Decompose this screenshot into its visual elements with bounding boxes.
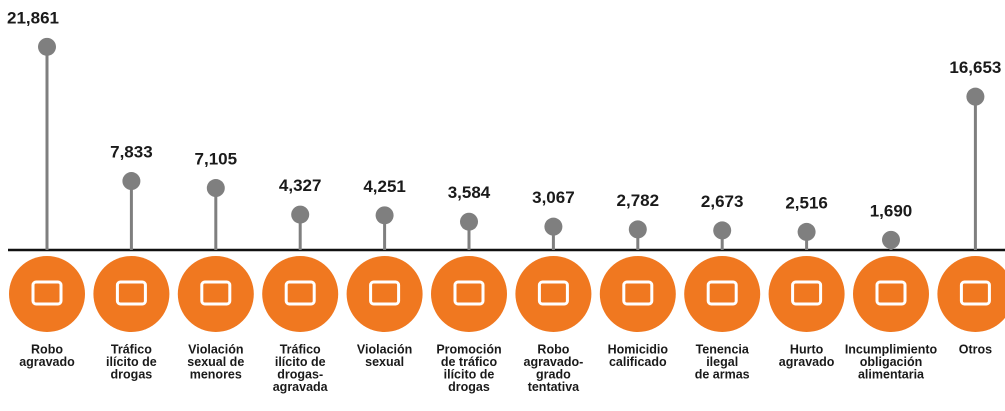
category-icon bbox=[93, 256, 170, 332]
category-label: ilegal bbox=[706, 355, 738, 369]
icon-glyph bbox=[284, 280, 316, 306]
icon-glyph bbox=[791, 280, 823, 306]
category-label: Homicidio bbox=[608, 342, 669, 356]
category-label: obligación bbox=[860, 355, 923, 369]
value-label: 4,327 bbox=[279, 176, 322, 195]
category-label: ilícito de bbox=[275, 355, 326, 369]
category-icon bbox=[684, 256, 761, 332]
category-label: ilícito de bbox=[444, 367, 495, 381]
category-label: Robo bbox=[31, 342, 63, 356]
category-icon bbox=[515, 256, 592, 332]
icon-glyph bbox=[31, 280, 63, 306]
category-label: drogas bbox=[111, 367, 153, 381]
category-label: de armas bbox=[695, 367, 750, 381]
dot bbox=[206, 179, 225, 198]
category-label: menores bbox=[190, 367, 242, 381]
icon-glyph bbox=[453, 280, 485, 306]
category-icon bbox=[9, 256, 85, 332]
category-icon bbox=[937, 256, 1005, 332]
value-label: 4,251 bbox=[363, 177, 406, 196]
value-label: 2,673 bbox=[701, 192, 744, 211]
category-label: sexual bbox=[365, 355, 404, 369]
category-label: Tráfico bbox=[111, 342, 152, 356]
category-icon bbox=[177, 256, 254, 332]
category-label: Tenencia bbox=[696, 342, 750, 356]
category-label: Hurto bbox=[790, 342, 824, 356]
value-label: 21,861 bbox=[7, 8, 59, 27]
dot bbox=[460, 212, 478, 231]
category-label: Incumplimiento bbox=[845, 342, 938, 356]
dot bbox=[966, 87, 985, 106]
dot bbox=[38, 37, 56, 56]
icon-glyph bbox=[959, 280, 991, 306]
category-icon bbox=[599, 256, 676, 332]
value-label: 2,782 bbox=[617, 191, 660, 210]
category-label: Promoción bbox=[436, 342, 501, 356]
dot bbox=[122, 172, 141, 191]
value-label: 2,516 bbox=[785, 193, 828, 212]
dot bbox=[544, 217, 563, 236]
icon-glyph bbox=[200, 280, 232, 306]
category-label: ilícito de bbox=[106, 355, 157, 369]
category-label: Tráfico bbox=[280, 342, 321, 356]
category-label: Violación bbox=[357, 342, 412, 356]
icon-glyph bbox=[706, 280, 738, 306]
value-label: 3,067 bbox=[532, 188, 575, 207]
category-label: grado bbox=[536, 367, 571, 381]
category-label: de tráfico bbox=[441, 355, 498, 369]
value-label: 1,690 bbox=[870, 201, 913, 220]
icon-glyph bbox=[115, 280, 147, 306]
icon-glyph bbox=[369, 280, 401, 306]
category-icon bbox=[431, 256, 507, 332]
category-icon bbox=[346, 256, 423, 332]
category-label: calificado bbox=[609, 355, 667, 369]
value-label: 16,653 bbox=[949, 58, 1001, 77]
value-label: 7,105 bbox=[195, 150, 238, 169]
category-label: drogas- bbox=[277, 367, 323, 381]
category-label: Otros bbox=[959, 342, 992, 356]
icon-glyph bbox=[537, 280, 569, 306]
category-label: agravada bbox=[273, 380, 329, 394]
dot bbox=[797, 222, 816, 241]
category-label: alimentaria bbox=[858, 367, 925, 381]
category-label: agravado bbox=[779, 355, 835, 369]
category-icon bbox=[853, 256, 929, 332]
category-label: agravado bbox=[19, 355, 75, 369]
category-label: drogas bbox=[448, 380, 490, 394]
category-icon bbox=[768, 256, 845, 332]
value-label: 3,584 bbox=[448, 183, 491, 202]
value-label: 7,833 bbox=[110, 143, 153, 162]
category-label: agravado- bbox=[524, 355, 584, 369]
category-label: Robo bbox=[537, 342, 569, 356]
dot bbox=[628, 220, 647, 239]
dot bbox=[375, 206, 394, 225]
category-label: sexual de bbox=[187, 355, 244, 369]
icon-glyph bbox=[622, 280, 654, 306]
dot bbox=[291, 205, 310, 224]
category-label: tentativa bbox=[528, 380, 580, 394]
category-icon bbox=[262, 256, 339, 332]
icon-glyph bbox=[875, 280, 907, 306]
dot bbox=[882, 230, 900, 249]
category-label: Violación bbox=[188, 342, 243, 356]
dot bbox=[713, 221, 732, 240]
